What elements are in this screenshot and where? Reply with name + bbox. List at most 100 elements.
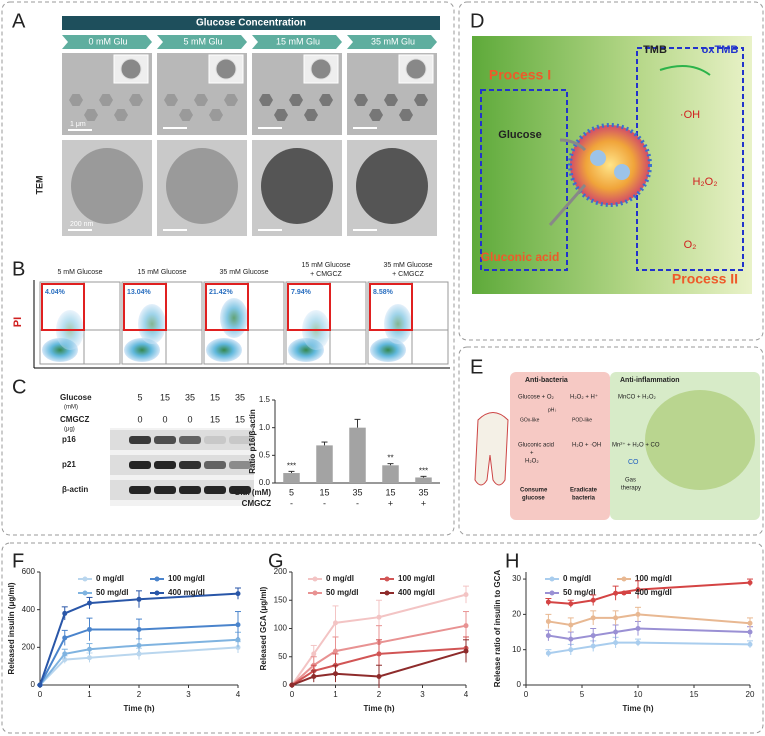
point (62, 651, 68, 657)
point (333, 620, 338, 626)
legend-marker (384, 590, 390, 596)
panel-title: Glucose Concentration (196, 18, 306, 29)
x-tick-label: 5 (580, 690, 585, 699)
particle (274, 108, 288, 122)
condition-tab (347, 35, 437, 49)
point (333, 671, 338, 677)
point (37, 682, 43, 688)
y-tick-label: 150 (274, 595, 288, 604)
plot-title: + CMGCZ (392, 271, 424, 278)
legend-marker (154, 576, 160, 582)
cell-cloud (124, 338, 160, 362)
species-label: oxTMB (702, 44, 739, 56)
point (136, 651, 142, 657)
point (747, 629, 753, 635)
point (635, 640, 641, 646)
particle (114, 108, 128, 122)
lane-label: 15 (210, 414, 220, 424)
frame (1, 542, 764, 734)
x-tick-label: 4 (464, 690, 469, 699)
point (235, 637, 241, 643)
gate-box (369, 283, 413, 331)
x-tick-label: 15 (385, 487, 395, 497)
point (635, 587, 641, 593)
lane-label: 35 (235, 392, 245, 402)
species-label: H₂O₂ (692, 176, 717, 188)
band-label: p21 (62, 460, 76, 469)
arrow (548, 184, 587, 226)
cell (645, 390, 755, 490)
y-tick-label: 400 (22, 605, 36, 614)
point (235, 622, 241, 628)
process-label: Process II (672, 271, 738, 287)
scheme-label: CO (628, 459, 639, 466)
frame (458, 346, 764, 536)
x-tick-label: 2 (377, 690, 382, 699)
y-tick-label: 20 (512, 609, 521, 618)
x-tick-label: 0 (524, 690, 529, 699)
legend-marker (312, 576, 318, 582)
frame (458, 1, 764, 341)
particle (399, 108, 413, 122)
panel-label: D (470, 10, 484, 32)
legend-label: 100 mg/dl (168, 574, 205, 583)
legend-label: 0 mg/dl (563, 574, 591, 583)
significance: *** (287, 461, 296, 470)
y-axis-label: Ratio p16/β-actin (248, 409, 257, 474)
lane-label: 15 (235, 414, 245, 424)
particle (369, 108, 383, 122)
x-tick-label: 35 (352, 487, 362, 497)
particle (120, 58, 142, 80)
plot-title: + CMGCZ (310, 271, 342, 278)
point (62, 657, 68, 663)
legend-label: 400 mg/dl (635, 588, 672, 597)
bar (382, 465, 399, 483)
scheme-label: H₂O + ·OH (572, 443, 601, 449)
band (154, 461, 176, 469)
particle (164, 93, 178, 107)
band (229, 486, 251, 494)
panel-label: B (12, 258, 25, 280)
legend-marker (621, 576, 627, 582)
x-tick-label: 0 (38, 690, 43, 699)
legend-marker (549, 590, 555, 596)
cell-cloud (138, 304, 166, 344)
legend-marker (384, 576, 390, 582)
series-line (548, 641, 751, 655)
scheme-label: Anti-bacteria (525, 377, 568, 384)
condition-tab (252, 35, 342, 49)
particle (356, 148, 428, 224)
point (747, 641, 753, 647)
legend-marker (154, 590, 160, 596)
scheme-label: GOx-like (520, 417, 540, 423)
series-line (548, 581, 751, 605)
particle (129, 93, 143, 107)
y-axis-label: Released GCA (μg/ml) (259, 586, 268, 670)
scale-bar-label: 200 nm (70, 221, 94, 228)
band (129, 461, 151, 469)
point (613, 640, 619, 646)
particle (194, 93, 208, 107)
lane-label: 0 (162, 414, 167, 424)
legend-marker (621, 590, 627, 596)
plot-title: 5 mM Glucose (57, 269, 102, 276)
arrow (659, 65, 711, 76)
point (545, 650, 551, 656)
x-tick-label: 1 (87, 690, 92, 699)
scheme-label: Mn²⁺ + H₂O + CO (612, 442, 660, 449)
flow-plots: 5 mM Glucose 4.04% 15 mM Glucose 13.04% 35 m… (39, 262, 449, 365)
title-bar (62, 16, 440, 30)
cell-cloud (384, 304, 412, 344)
scheme-label: Consume (520, 488, 548, 494)
x-tick-label: - (356, 498, 359, 508)
point (87, 646, 92, 652)
point (568, 647, 574, 653)
x-tick-label: 35 (418, 487, 428, 497)
species-label: ·OH (680, 109, 700, 121)
bar (283, 473, 300, 483)
particle (69, 93, 83, 107)
x-axis-label: Time (h) (364, 704, 395, 713)
x-tick-label: 15 (319, 487, 329, 497)
particle (304, 108, 318, 122)
condition-tab (62, 35, 152, 49)
